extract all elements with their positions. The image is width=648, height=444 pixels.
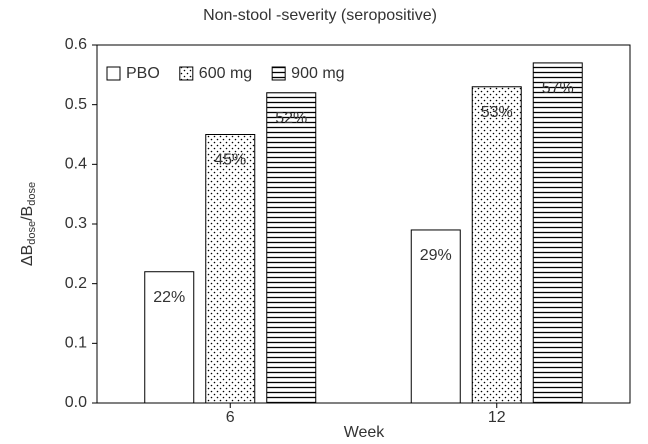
y-tick-label: 0.2	[65, 275, 87, 292]
y-tick-label: 0.5	[65, 96, 87, 113]
y-tick-label: 0.0	[65, 394, 87, 411]
y-tick-label: 0.3	[65, 215, 87, 232]
bar	[205, 134, 256, 404]
data-label: 29%	[420, 247, 452, 264]
bar	[266, 92, 317, 404]
data-label: 53%	[481, 104, 513, 121]
legend-label: PBO	[126, 65, 160, 82]
x-tick-label: 12	[488, 409, 506, 426]
y-tick-label: 0.4	[65, 156, 87, 173]
legend-label: 600 mg	[199, 65, 252, 82]
legend-swatch	[106, 66, 121, 81]
x-tick-label: 6	[226, 409, 235, 426]
bar	[410, 229, 461, 404]
bar	[532, 62, 583, 404]
legend-swatch	[179, 66, 194, 81]
x-axis-label: Week	[344, 424, 386, 441]
bar	[144, 271, 195, 404]
data-label: 57%	[542, 80, 574, 97]
bar	[471, 86, 522, 404]
legend-label: 900 mg	[291, 65, 344, 82]
y-axis-label: ΔBdose/Bdose	[19, 182, 38, 266]
y-tick-label: 0.1	[65, 335, 87, 352]
y-tick-label: 0.6	[65, 36, 87, 53]
legend-swatch	[271, 66, 286, 81]
data-label: 22%	[153, 289, 185, 306]
chart-title: Non-stool -severity (seropositive)	[203, 7, 437, 24]
data-label: 52%	[275, 110, 307, 127]
data-label: 45%	[214, 152, 246, 169]
